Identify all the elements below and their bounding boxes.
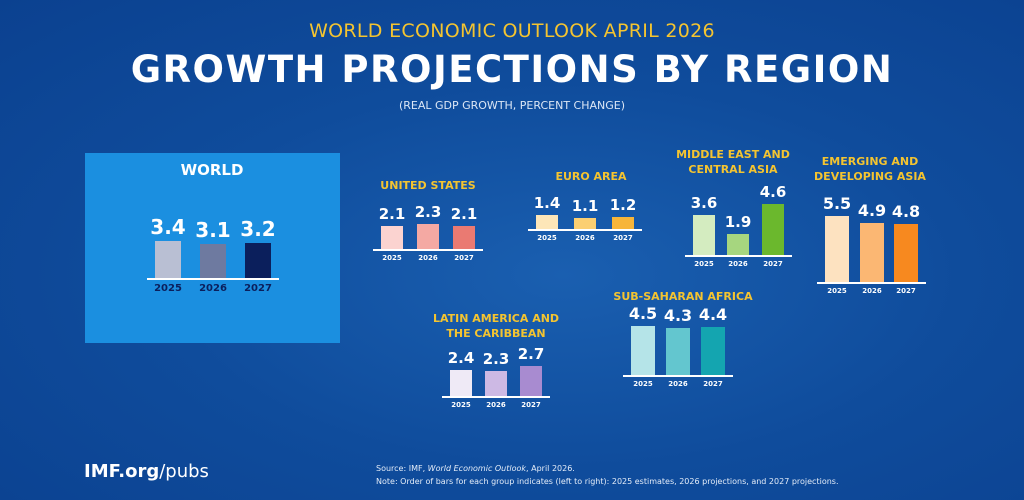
bar-2026[interactable] xyxy=(574,218,596,229)
tick-label: 2027 xyxy=(454,254,474,262)
tick-label: 2026 xyxy=(862,287,882,295)
data-label: 2.1 xyxy=(378,204,406,223)
tick-label: 2025 xyxy=(451,401,471,409)
tick-label: 2026 xyxy=(199,283,227,294)
baseline xyxy=(442,396,550,398)
page-title: GROWTH PROJECTIONS BY REGION xyxy=(130,48,894,91)
data-label: 3.2 xyxy=(240,216,276,241)
bar-2027[interactable] xyxy=(453,225,475,249)
tick-label: 2025 xyxy=(537,234,557,242)
data-label: 1.4 xyxy=(533,194,561,212)
baseline xyxy=(528,229,642,231)
chart-title: UNITED STATES xyxy=(380,179,476,192)
tick-label: 2027 xyxy=(613,234,633,242)
data-label: 3.4 xyxy=(150,214,186,239)
bar-2027[interactable] xyxy=(762,204,784,255)
note: Note: Order of bars for each group indic… xyxy=(376,477,839,486)
tick-label: 2027 xyxy=(763,260,783,268)
data-label: 1.9 xyxy=(724,213,752,232)
bar-2027[interactable] xyxy=(520,366,542,396)
data-label: 4.6 xyxy=(759,183,787,202)
bar-2025[interactable] xyxy=(825,216,849,282)
tick-label: 2025 xyxy=(827,287,847,295)
bar-2027[interactable] xyxy=(701,326,725,375)
source-title: World Economic Outlook xyxy=(427,464,527,473)
chart-title: LATIN AMERICA AND THE CARIBBEAN xyxy=(432,312,560,340)
data-label: 3.6 xyxy=(690,194,718,213)
bar-2025[interactable] xyxy=(631,325,655,375)
data-label: 4.4 xyxy=(698,304,728,324)
baseline xyxy=(685,255,792,257)
data-label: 4.8 xyxy=(891,202,921,222)
data-label: 2.7 xyxy=(517,345,545,364)
data-label: 1.2 xyxy=(609,196,637,214)
bar-2026[interactable] xyxy=(666,327,690,375)
tick-label: 2026 xyxy=(418,254,438,262)
bar-2025[interactable] xyxy=(450,369,472,396)
tick-label: 2025 xyxy=(382,254,402,262)
source-prefix: Source: IMF, xyxy=(376,464,428,473)
source-suffix: , April 2026. xyxy=(526,464,575,473)
bar-2026[interactable] xyxy=(417,223,439,249)
tick-label: 2027 xyxy=(244,283,272,294)
bar-2026[interactable] xyxy=(485,370,507,396)
tick-label: 2026 xyxy=(728,260,748,268)
tick-label: 2026 xyxy=(486,401,506,409)
baseline xyxy=(817,282,926,284)
data-label: 2.1 xyxy=(450,204,478,223)
source-note: Source: IMF, World Economic Outlook, Apr… xyxy=(376,462,839,488)
logo-rest: /pubs xyxy=(159,461,209,482)
tick-label: 2026 xyxy=(575,234,595,242)
logo-bold: IMF.org xyxy=(84,461,160,482)
data-label: 2.3 xyxy=(414,202,442,221)
data-label: 1.1 xyxy=(571,197,599,215)
data-label: 2.4 xyxy=(447,348,475,367)
chart-title: EMERGING AND DEVELOPING ASIA xyxy=(814,155,926,183)
chart-title: WORLD xyxy=(180,161,244,179)
chart-title: SUB-SAHARAN AFRICA xyxy=(613,290,753,303)
data-label: 2.3 xyxy=(482,349,510,368)
bar-2026[interactable] xyxy=(860,223,884,282)
imf-logo[interactable]: IMF.org/pubs xyxy=(84,461,209,482)
data-label: 4.3 xyxy=(663,305,693,325)
bar-2027[interactable] xyxy=(894,224,918,282)
bar-2025[interactable] xyxy=(693,215,715,255)
tick-label: 2025 xyxy=(633,380,653,388)
data-label: 3.1 xyxy=(195,217,231,242)
data-label: 4.5 xyxy=(628,303,658,323)
data-label: 5.5 xyxy=(822,194,852,213)
tick-label: 2027 xyxy=(521,401,541,409)
chart-title: MIDDLE EAST AND CENTRAL ASIA xyxy=(676,148,790,176)
tick-label: 2026 xyxy=(668,380,688,388)
subtitle: (REAL GDP GROWTH, PERCENT CHANGE) xyxy=(398,99,626,112)
chart-title: EURO AREA xyxy=(555,170,627,183)
baseline xyxy=(623,375,733,377)
tick-label: 2027 xyxy=(896,287,916,295)
bar-2026[interactable] xyxy=(727,234,749,255)
supertitle: WORLD ECONOMIC OUTLOOK APRIL 2026 xyxy=(309,20,715,42)
bar-2026[interactable] xyxy=(200,243,226,278)
tick-label: 2027 xyxy=(703,380,723,388)
bar-2025[interactable] xyxy=(536,215,558,229)
bar-2027[interactable] xyxy=(612,217,634,229)
bar-2025[interactable] xyxy=(381,225,403,249)
baseline xyxy=(147,278,279,280)
bar-2027[interactable] xyxy=(245,242,271,278)
data-label: 4.9 xyxy=(857,201,887,221)
tick-label: 2025 xyxy=(694,260,714,268)
bar-2025[interactable] xyxy=(155,240,181,278)
tick-label: 2025 xyxy=(154,283,182,294)
baseline xyxy=(373,249,483,251)
